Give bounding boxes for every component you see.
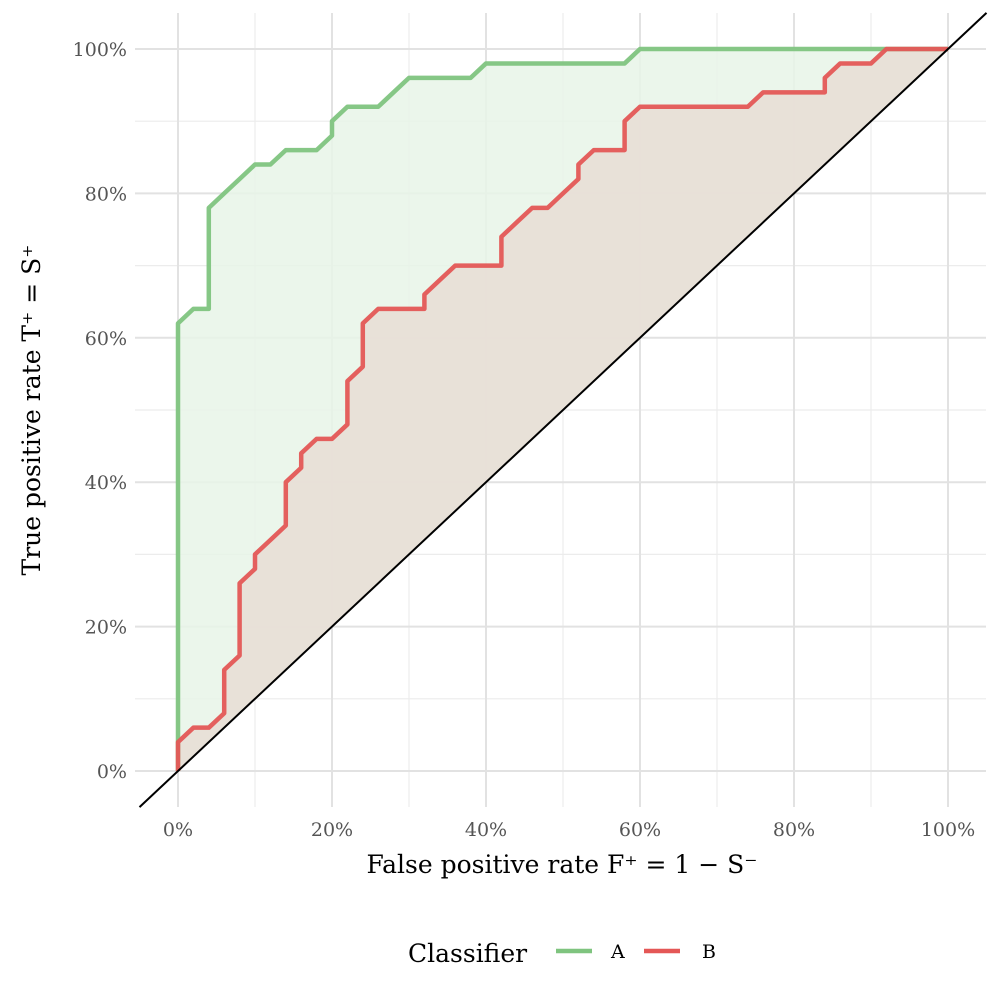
y-tick-label: 60% bbox=[85, 328, 127, 350]
y-tick-label: 100% bbox=[73, 39, 127, 61]
x-tick-label: 20% bbox=[311, 819, 353, 841]
x-tick-labels: 0% 20% 40% 60% 80% 100% bbox=[163, 819, 975, 841]
series-lines bbox=[175, 46, 948, 771]
diagonal-line bbox=[138, 12, 988, 808]
x-axis-title: False positive rate F⁺ = 1 − S⁻ bbox=[366, 850, 757, 879]
x-tick-label: 100% bbox=[921, 819, 975, 841]
legend-title: Classifier bbox=[408, 939, 527, 968]
diagonal-reference bbox=[138, 12, 988, 808]
x-tick-label: 40% bbox=[465, 819, 507, 841]
legend: Classifier A B bbox=[408, 939, 716, 968]
series-a-line bbox=[175, 46, 948, 771]
y-tick-label: 20% bbox=[85, 617, 127, 639]
x-tick-label: 60% bbox=[619, 819, 661, 841]
legend-label-b: B bbox=[702, 941, 716, 963]
y-tick-label: 40% bbox=[85, 472, 127, 494]
y-tick-label: 80% bbox=[85, 183, 127, 205]
legend-label-a: A bbox=[610, 941, 625, 963]
x-tick-label: 80% bbox=[773, 819, 815, 841]
y-tick-labels: 0% 20% 40% 60% 80% 100% bbox=[73, 39, 127, 783]
series-b-line bbox=[175, 46, 948, 771]
x-tick-label: 0% bbox=[163, 819, 193, 841]
y-axis-title: True positive rate T⁺ = S⁺ bbox=[17, 245, 46, 576]
y-tick-label: 0% bbox=[97, 761, 127, 783]
